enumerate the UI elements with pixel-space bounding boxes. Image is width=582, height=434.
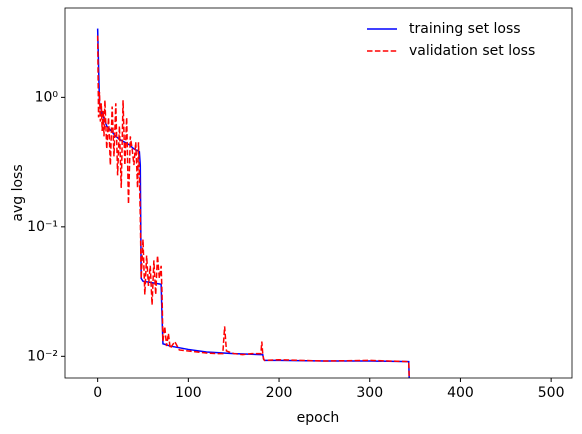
x-tick-label: 300: [356, 385, 383, 401]
y-tick-label: 10⁻²: [27, 348, 58, 364]
x-axis-label: epoch: [297, 410, 340, 426]
x-tick-label: 400: [447, 385, 474, 401]
series-line: [96, 28, 410, 378]
y-axis-label: avg loss: [10, 164, 26, 221]
legend-label: training set loss: [409, 21, 521, 37]
plot-frame: [64, 7, 573, 379]
x-tick-label: 100: [175, 385, 202, 401]
y-tick-label: 10⁰: [35, 89, 59, 105]
y-tick-label: 10⁻¹: [27, 219, 58, 235]
x-tick-label: 500: [538, 385, 565, 401]
x-tick-label: 0: [93, 385, 102, 401]
legend-label: validation set loss: [409, 43, 535, 59]
series-line: [96, 35, 410, 378]
x-tick-label: 200: [266, 385, 293, 401]
